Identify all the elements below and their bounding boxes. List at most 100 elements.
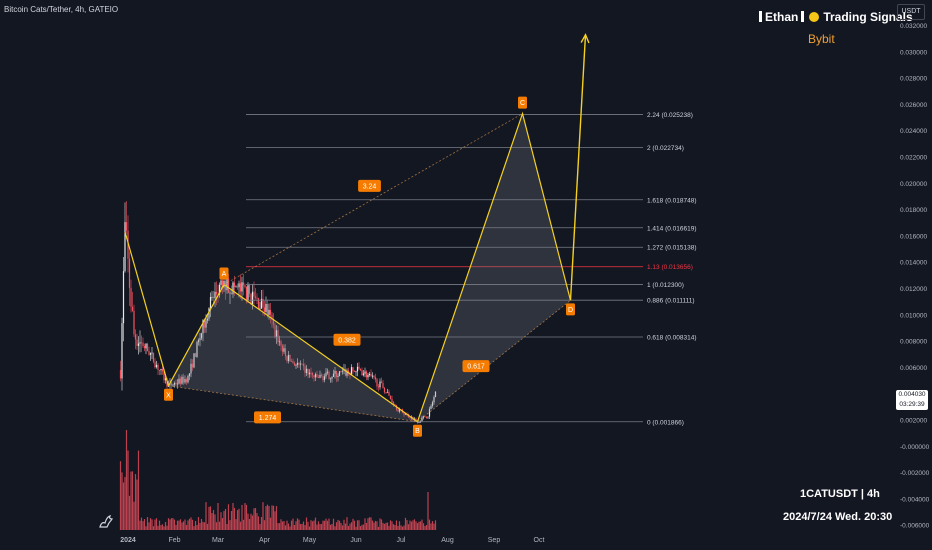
volume-bar — [425, 524, 428, 530]
candle-body — [290, 361, 293, 362]
candle-body — [182, 376, 185, 383]
candle-body — [205, 320, 207, 328]
candle-body — [434, 391, 437, 398]
volume-bar — [329, 524, 332, 530]
candle-body — [143, 346, 146, 349]
volume-bar — [431, 521, 434, 530]
volume-bar — [392, 524, 395, 530]
coin-icon — [809, 12, 820, 22]
volume-bar — [145, 526, 147, 530]
chart-title: Bitcoin Cats/Tether, 4h, GATEIO — [4, 5, 119, 14]
volume-bar — [200, 518, 203, 530]
candle-body — [391, 398, 393, 403]
volume-bar — [164, 522, 167, 530]
currency-button[interactable]: USDT — [897, 4, 925, 20]
y-tick-label: 0.014000 — [900, 260, 927, 267]
candle-body — [242, 282, 245, 286]
volume-bar — [149, 518, 152, 530]
volume-bar — [130, 471, 132, 530]
candle-body — [274, 324, 276, 338]
candle-body — [362, 373, 365, 376]
xab-triangle — [168, 284, 418, 422]
x-tick-label: Mar — [212, 537, 225, 544]
volume-bar — [193, 526, 195, 530]
volume-bar — [293, 524, 296, 530]
volume-bar — [274, 511, 276, 530]
volume-bar — [356, 520, 359, 530]
initial-leg-line — [124, 231, 170, 386]
candle-body — [371, 375, 374, 377]
volume-bar — [176, 520, 179, 530]
candle-body — [379, 381, 381, 388]
volume-bar — [367, 518, 369, 530]
volume-bar — [410, 521, 413, 530]
candle-body — [367, 374, 369, 378]
candle-body — [275, 330, 278, 338]
volume-bar — [278, 523, 281, 530]
y-tick-label: 0.016000 — [900, 233, 927, 240]
volume-bar — [379, 518, 381, 530]
volume-bar — [371, 520, 374, 530]
volume-bar — [226, 523, 228, 530]
volume-bar — [349, 523, 351, 530]
volume-bar — [152, 526, 155, 530]
volume-bar — [383, 523, 386, 530]
candle-body — [251, 291, 254, 305]
ratio-label-text: 1.274 — [259, 415, 277, 422]
candle-body — [421, 417, 423, 421]
candle-body — [323, 376, 326, 381]
tradingview-logo-icon[interactable] — [98, 513, 114, 529]
volume-bar — [328, 518, 330, 530]
volume-bar — [220, 512, 222, 530]
candle-body — [398, 409, 401, 412]
volume-bar — [194, 520, 197, 530]
point-label-text: D — [568, 307, 573, 314]
y-tick-label: -0.000000 — [900, 444, 930, 451]
volume-bar — [224, 508, 227, 530]
volume-bar — [232, 502, 234, 530]
brand-suffix: Trading Signals — [823, 10, 913, 24]
candle-body — [331, 376, 333, 379]
candle-body — [197, 340, 200, 343]
harmonic-pattern — [124, 33, 590, 423]
candle-body — [353, 371, 356, 373]
volume-bar — [217, 502, 219, 530]
volume-bar — [253, 508, 255, 530]
candle-body — [164, 378, 167, 381]
volume-bar — [256, 513, 258, 530]
candle-body — [239, 283, 242, 292]
volume-bar — [250, 513, 252, 530]
fib-level-label: 0 (0.001866) — [647, 419, 684, 426]
volume-bar — [332, 518, 335, 530]
y-tick-label: -0.004000 — [900, 496, 930, 503]
volume-bar — [235, 519, 237, 530]
candle-body — [128, 258, 131, 288]
projection-arrow-line — [569, 34, 587, 301]
candle-body — [302, 363, 305, 367]
candle-body — [230, 292, 233, 295]
volume-bar — [334, 526, 336, 530]
volume-bar — [178, 520, 180, 530]
candle-body — [254, 296, 257, 298]
candle-body — [157, 364, 159, 370]
candle-body — [172, 384, 174, 386]
volume-bar — [184, 519, 186, 530]
volume-bar — [260, 516, 263, 530]
volume-bar — [286, 520, 288, 530]
candle-body — [233, 282, 236, 287]
candle-body — [263, 307, 266, 312]
candle-body — [208, 308, 210, 319]
candle-body — [316, 374, 318, 378]
ratio-connector — [223, 113, 523, 285]
volume-bar — [403, 525, 405, 530]
candle-body — [152, 352, 155, 362]
y-tick-label: -0.006000 — [900, 523, 930, 530]
volume-bar — [322, 520, 324, 530]
volume-bar — [355, 526, 357, 530]
volume-bar — [151, 519, 153, 530]
candle-body — [161, 368, 164, 372]
volume-bar — [415, 521, 417, 530]
point-label-text: C — [520, 100, 525, 107]
volume-bar — [146, 517, 149, 530]
